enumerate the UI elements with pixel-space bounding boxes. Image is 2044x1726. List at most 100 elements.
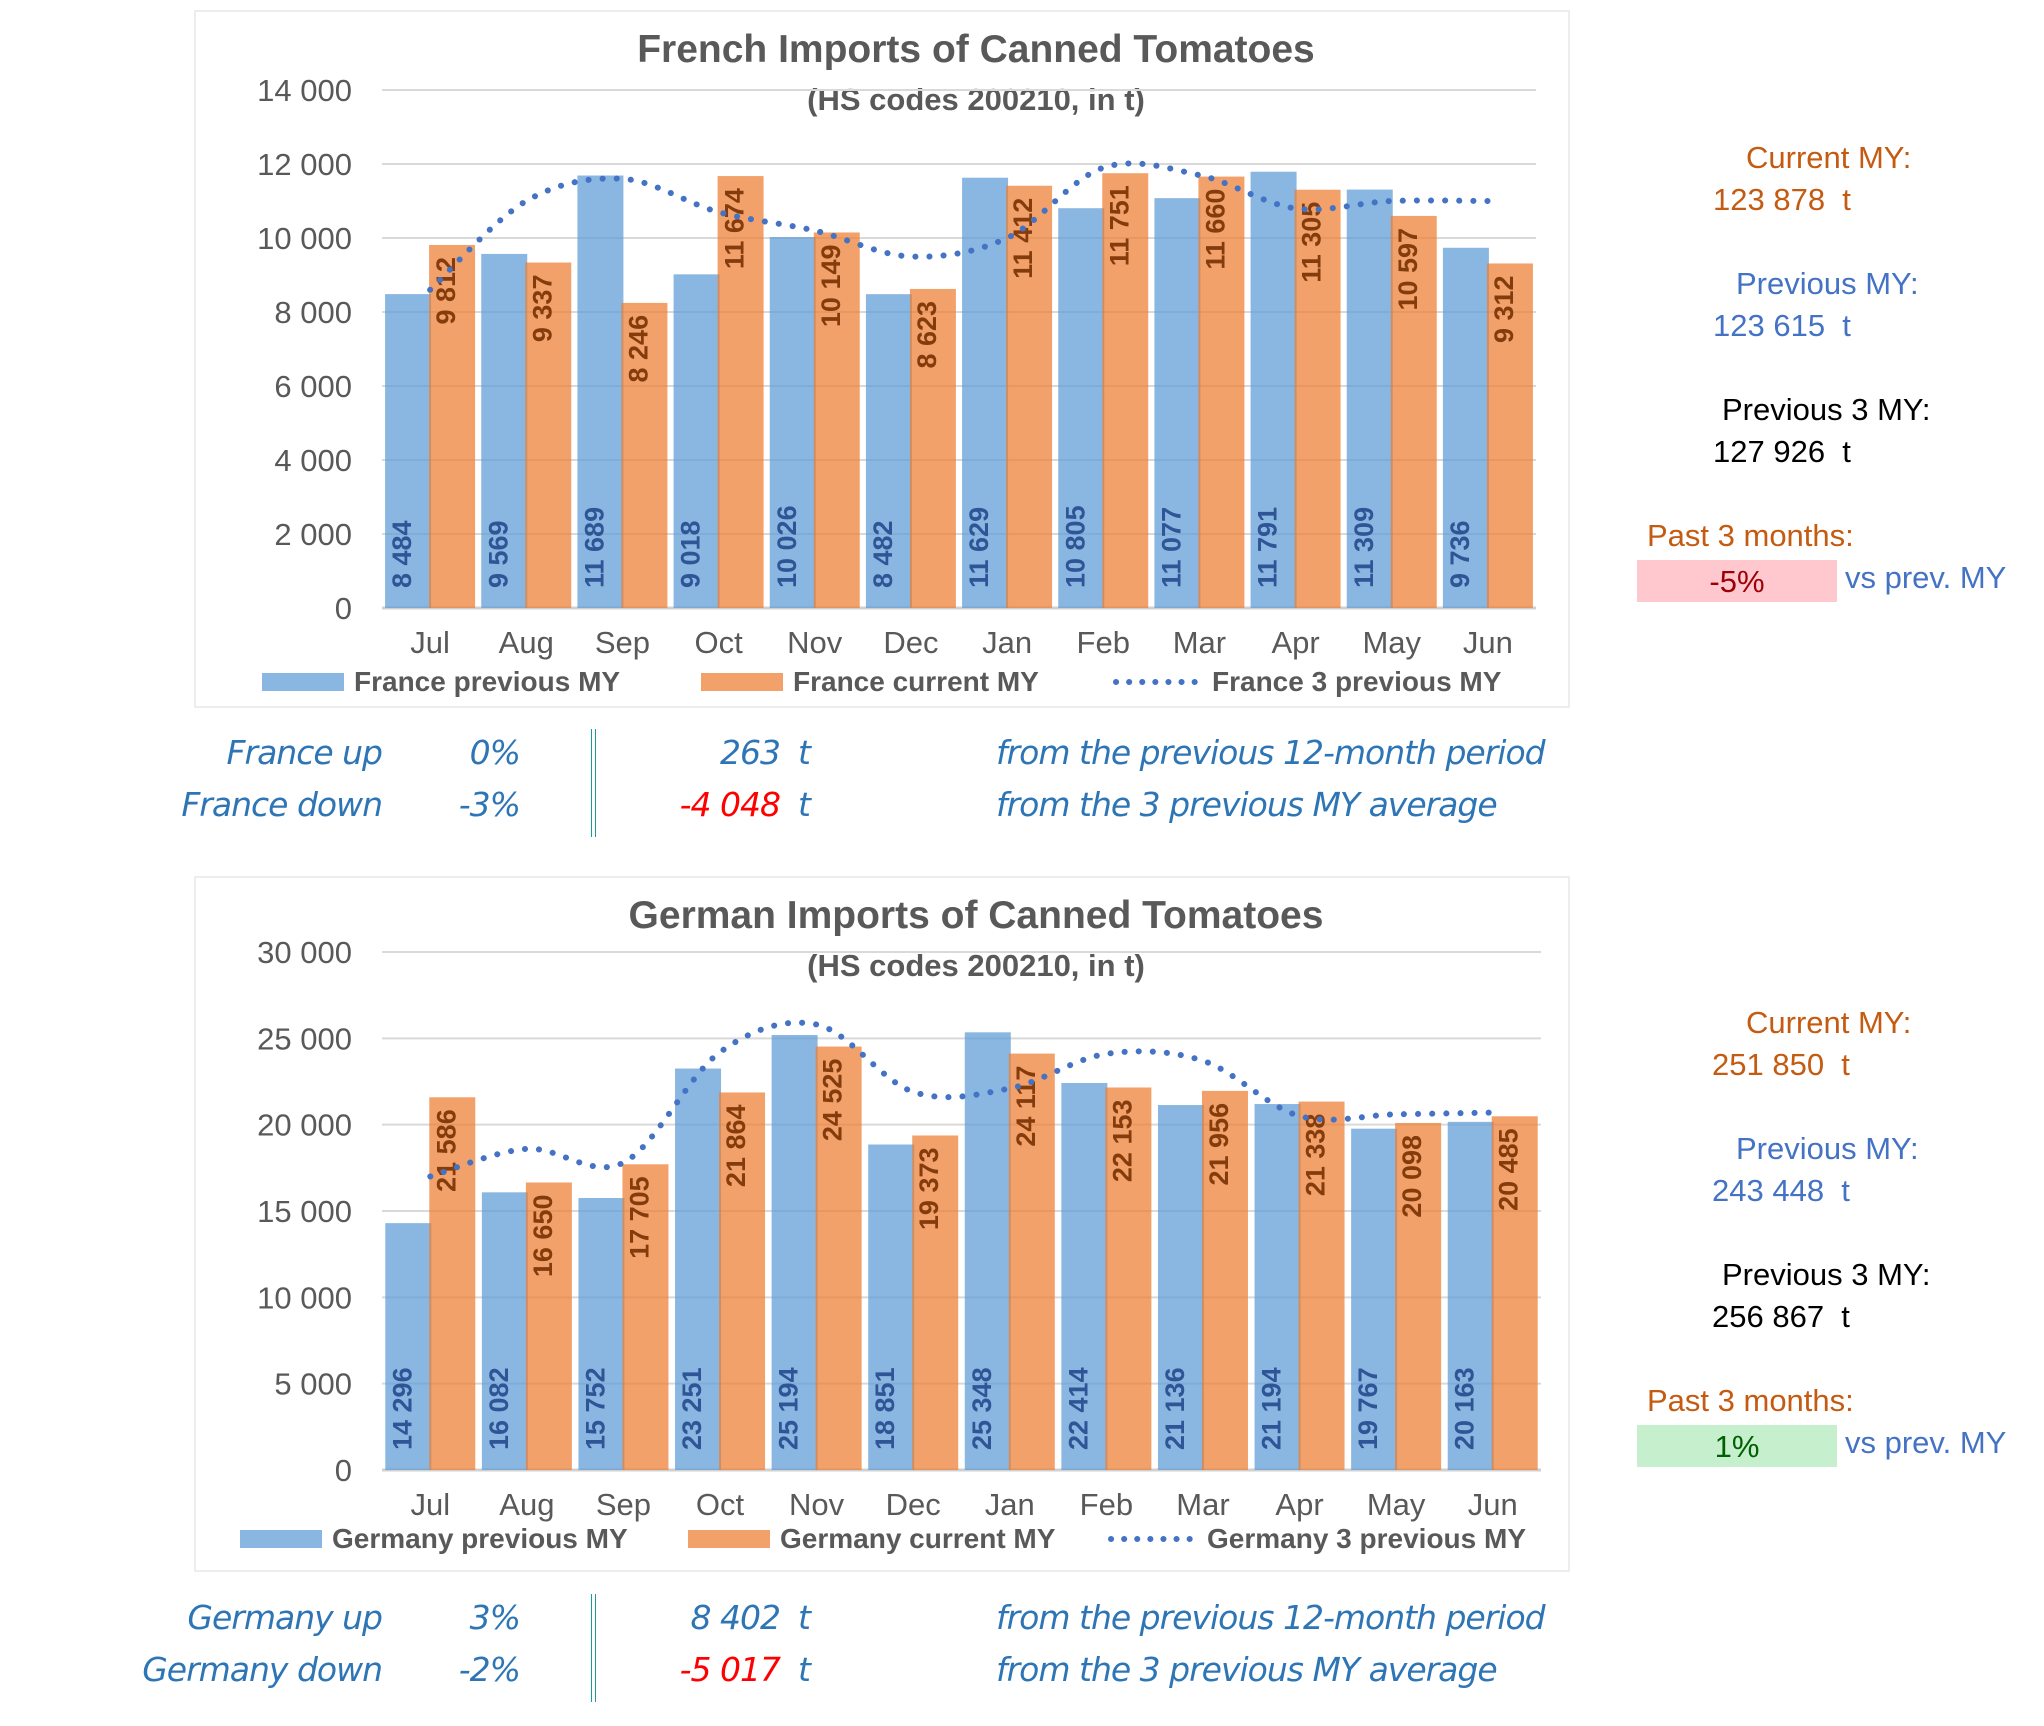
summary-name: Germany up	[187, 1598, 383, 1637]
chart-title: French Imports of Canned Tomatoes	[637, 28, 1315, 71]
x-tick-label: Feb	[1077, 625, 1130, 660]
data-label-current-my: 10 597	[1393, 228, 1423, 311]
data-label-current-my: 22 153	[1107, 1099, 1137, 1182]
data-label-current-my: 17 705	[624, 1176, 654, 1259]
past-3-months-suffix: vs prev. MY	[1845, 560, 2007, 595]
summary-desc: from the 3 previous MY average	[996, 1650, 1498, 1689]
summary-value: 8 402	[690, 1598, 781, 1637]
data-label-current-my: 16 650	[528, 1195, 558, 1278]
legend-label-current-my: France current MY	[793, 666, 1039, 697]
x-tick-label: Mar	[1173, 625, 1226, 660]
germany-chart: German Imports of Canned Tomatoes (HS cod…	[194, 876, 1570, 1572]
data-label-current-my: 9 337	[527, 275, 557, 343]
x-tick-label: Mar	[1176, 1487, 1229, 1522]
legend-swatch-previous-my	[262, 673, 344, 691]
bar-current-my	[1198, 176, 1245, 608]
past-3-months-suffix: vs prev. MY	[1845, 1425, 2007, 1460]
data-label-previous-my: 22 414	[1063, 1367, 1093, 1450]
x-tick-label: Jul	[410, 625, 450, 660]
x-tick-label: Oct	[694, 625, 743, 660]
current-my-unit: t	[1841, 1047, 1850, 1082]
data-label-current-my: 20 485	[1494, 1128, 1524, 1211]
data-label-previous-my: 11 629	[964, 507, 994, 588]
france-chart-svg: French Imports of Canned Tomatoes (HS cod…	[257, 28, 1536, 697]
france-chart: French Imports of Canned Tomatoes (HS cod…	[194, 10, 1570, 708]
data-label-previous-my: 11 791	[1253, 507, 1283, 588]
data-label-previous-my: 20 163	[1450, 1367, 1480, 1450]
x-tick-label: Apr	[1275, 1487, 1323, 1522]
data-label-previous-my: 10 026	[772, 505, 802, 588]
data-label-current-my: 8 623	[912, 301, 942, 369]
previous-3my-unit: t	[1841, 1299, 1850, 1334]
bar-previous-my	[1254, 1104, 1301, 1470]
x-tick-label: Nov	[789, 1487, 845, 1522]
data-label-current-my: 19 373	[914, 1147, 944, 1230]
x-tick-label: Dec	[886, 1487, 941, 1522]
data-label-previous-my: 15 752	[580, 1367, 610, 1450]
chart-title: German Imports of Canned Tomatoes	[629, 894, 1324, 937]
summary-unit: t	[798, 785, 811, 824]
x-tick-label: Feb	[1080, 1487, 1133, 1522]
bar-current-my	[717, 176, 764, 608]
bar-current-my	[622, 1164, 669, 1470]
summary-name: Germany down	[142, 1650, 383, 1689]
legend-swatch-previous-my	[240, 1530, 322, 1548]
data-label-previous-my: 8 482	[868, 520, 898, 588]
bar-current-my	[1294, 189, 1341, 608]
data-label-current-my: 8 246	[623, 315, 653, 383]
data-label-current-my: 21 864	[721, 1104, 751, 1187]
data-label-previous-my: 8 484	[387, 520, 417, 588]
previous-3my-label: Previous 3 MY:	[1722, 392, 1931, 427]
legend-swatch-current-my	[701, 673, 783, 691]
previous-3my-number: 127 926	[1713, 434, 1826, 469]
bar-previous-my	[1157, 1105, 1204, 1470]
previous-my-unit: t	[1841, 1173, 1850, 1208]
bar-current-my	[525, 262, 572, 608]
current-my-number: 123 878	[1713, 182, 1826, 217]
bar-previous-my	[771, 1034, 818, 1470]
summary-unit: t	[798, 1650, 811, 1689]
x-tick-label: Jun	[1468, 1487, 1518, 1522]
bar-previous-my	[577, 175, 624, 608]
bar-current-my	[1105, 1087, 1152, 1470]
data-label-current-my: 9 312	[1489, 275, 1519, 343]
bar-previous-my	[1442, 247, 1489, 608]
data-label-previous-my: 21 194	[1257, 1367, 1287, 1450]
summary-desc: from the previous 12-month period	[996, 733, 1546, 772]
data-label-previous-my: 19 767	[1353, 1367, 1383, 1450]
previous-my-value: 123 615 t	[1713, 308, 1851, 344]
previous-my-unit: t	[1842, 308, 1851, 343]
x-tick-label: Jul	[410, 1487, 450, 1522]
y-tick-label: 12 000	[257, 147, 352, 182]
bar-current-my	[1008, 1053, 1055, 1470]
y-tick-label: 4 000	[274, 443, 352, 478]
data-label-current-my: 11 751	[1104, 185, 1134, 266]
bar-previous-my	[1154, 198, 1201, 608]
x-tick-label: Dec	[883, 625, 938, 660]
bar-current-my	[912, 1135, 959, 1470]
bar-previous-my	[868, 1144, 915, 1470]
bar-current-my	[1298, 1101, 1345, 1470]
data-label-previous-my: 10 805	[1060, 505, 1090, 588]
line-3-previous-my	[427, 160, 1491, 293]
data-label-previous-my: 25 194	[774, 1367, 804, 1450]
data-label-previous-my: 11 309	[1349, 507, 1379, 588]
summary-value: -5 017	[679, 1650, 781, 1689]
bar-previous-my	[481, 253, 528, 608]
chart-subtitle: (HS codes 200210, in t)	[807, 82, 1145, 117]
current-my-number: 251 850	[1712, 1047, 1825, 1082]
previous-my-number: 123 615	[1713, 308, 1826, 343]
data-label-current-my: 11 412	[1008, 198, 1038, 279]
y-tick-label: 15 000	[257, 1194, 352, 1229]
y-tick-label: 0	[335, 1453, 352, 1488]
bar-previous-my	[1250, 171, 1297, 608]
previous-3my-value: 256 867 t	[1712, 1299, 1850, 1335]
data-label-current-my: 11 660	[1200, 189, 1230, 270]
x-tick-label: Jun	[1463, 625, 1513, 660]
bar-previous-my	[1351, 1128, 1398, 1470]
data-label-current-my: 11 674	[720, 188, 750, 269]
bar-previous-my	[1061, 1082, 1108, 1470]
data-label-current-my: 21 338	[1301, 1114, 1331, 1197]
current-my-value: 251 850 t	[1712, 1047, 1850, 1083]
current-my-label: Current MY:	[1746, 1005, 1912, 1040]
